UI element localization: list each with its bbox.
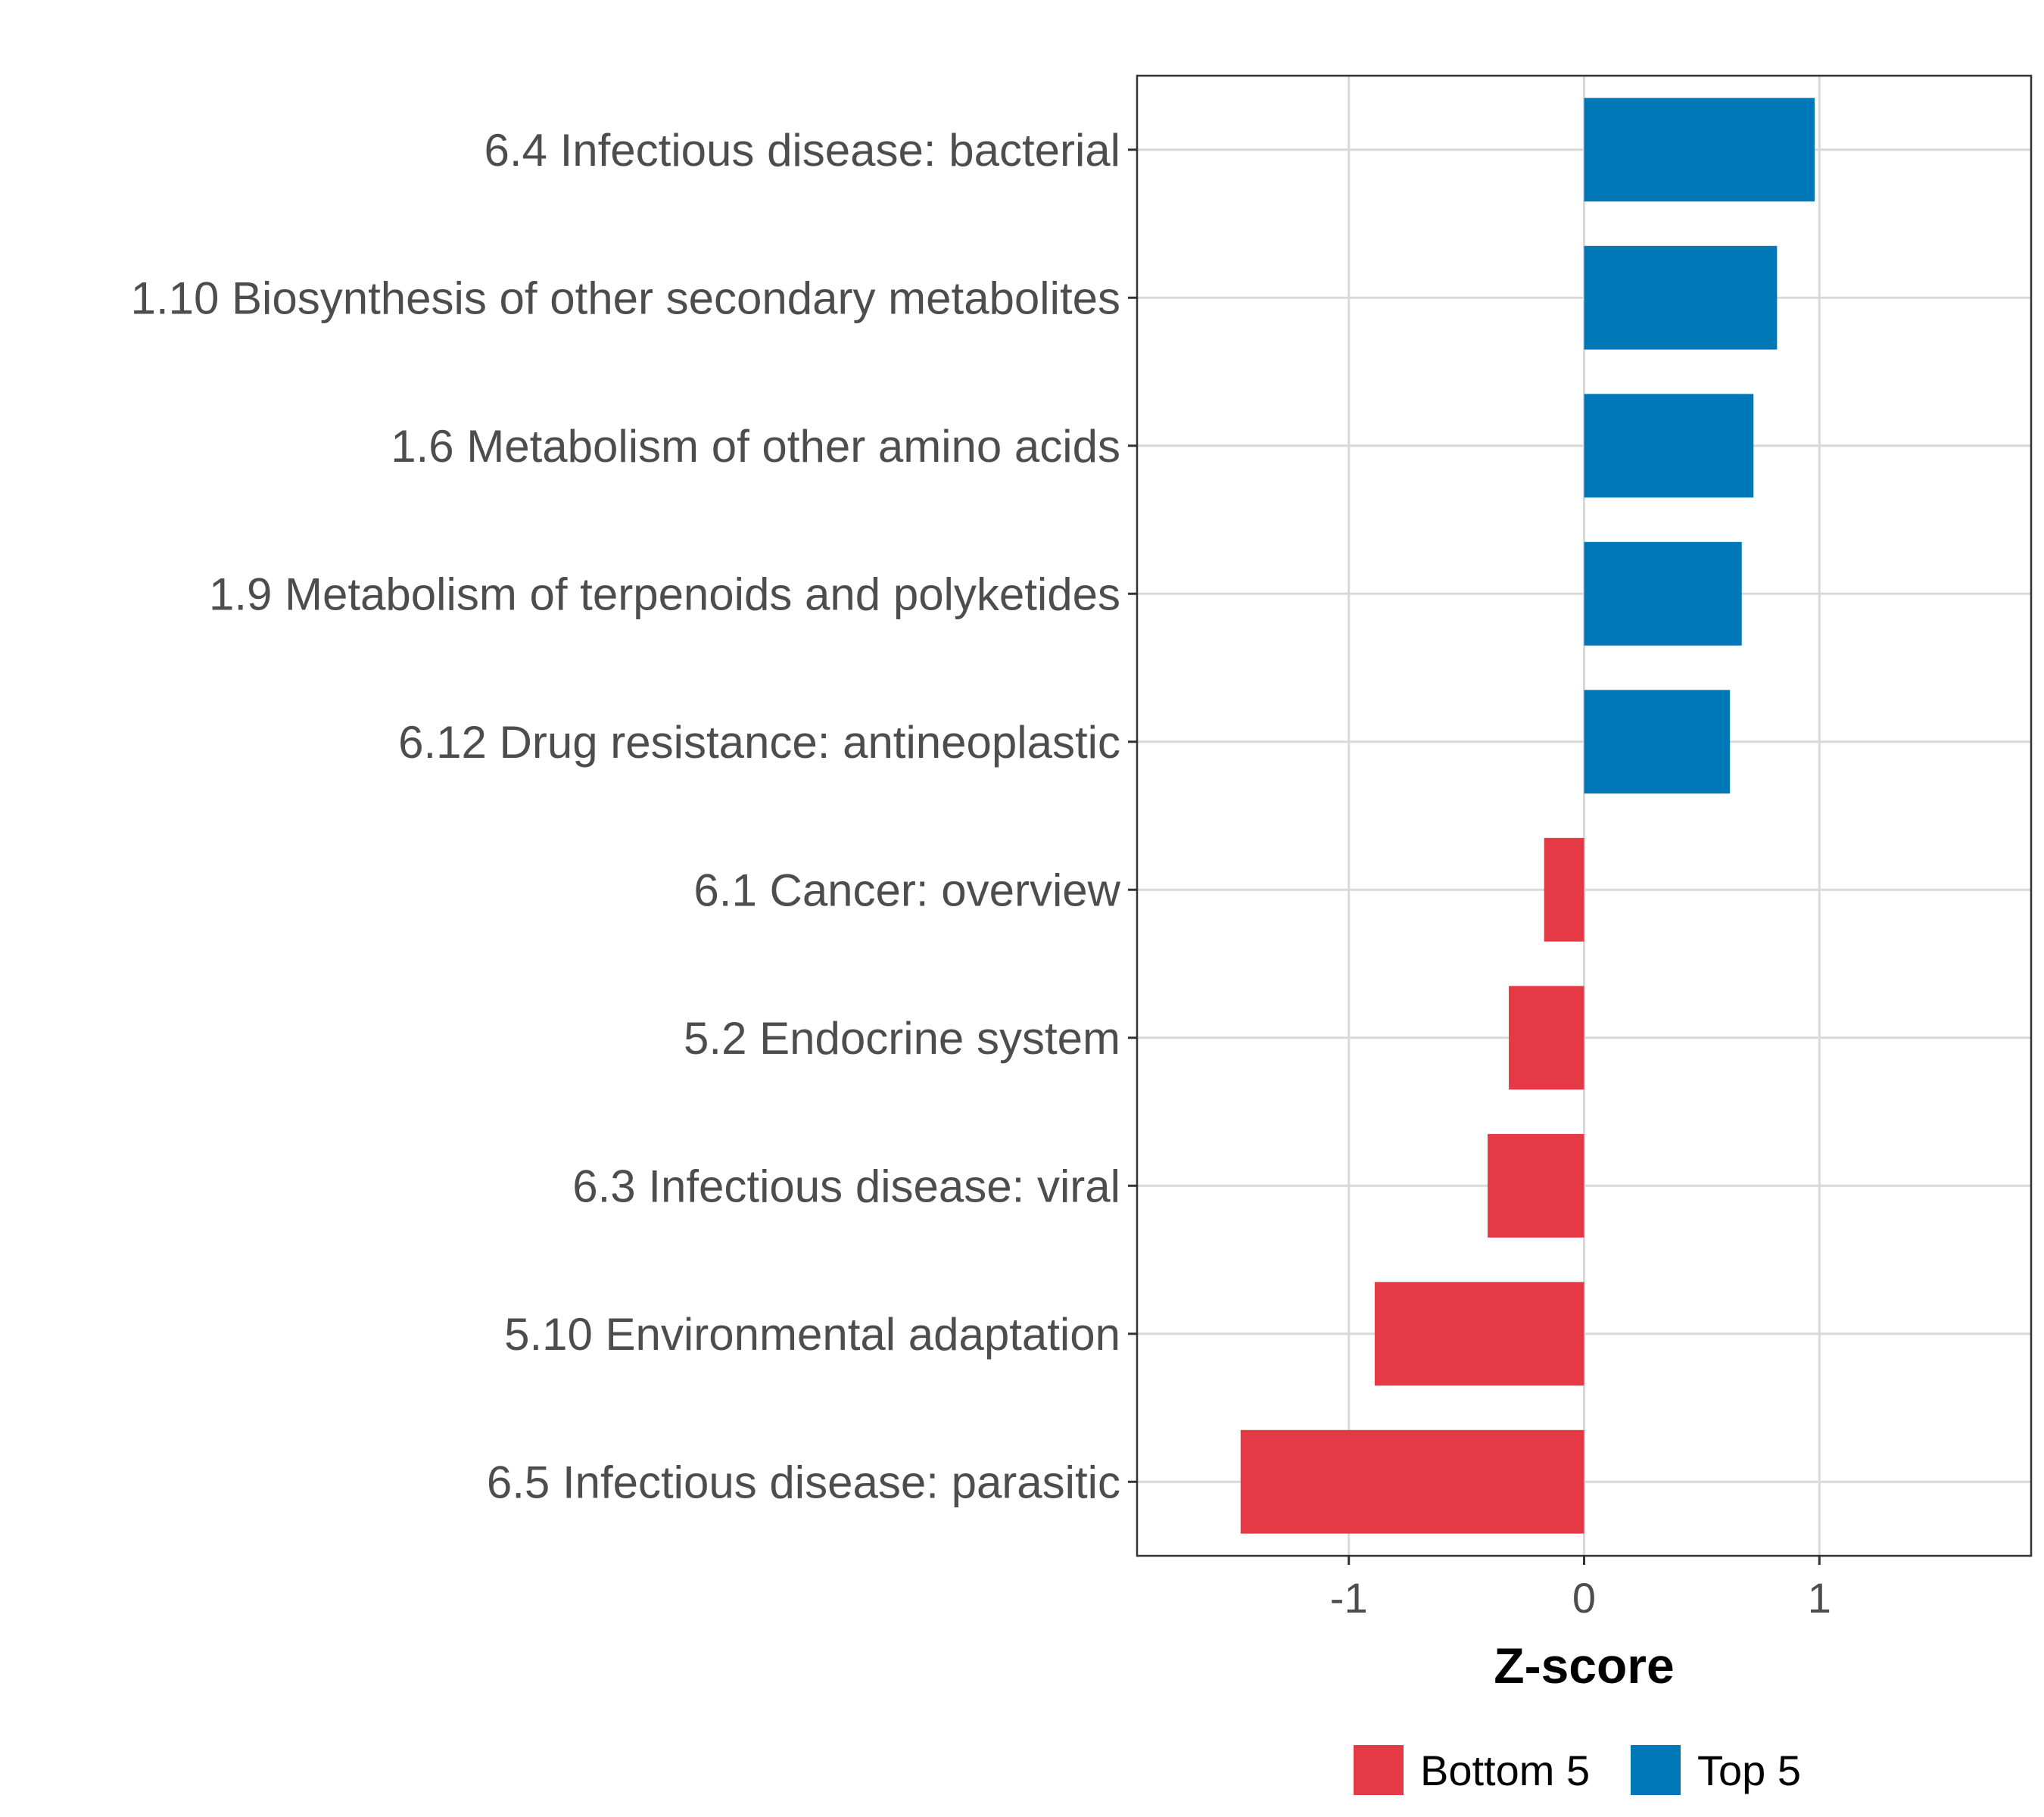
legend-key-bottom-5 [1354,1745,1404,1795]
bar-9 [1374,1282,1584,1386]
x-tick-label-2: 1 [1808,1574,1831,1622]
bar-1 [1584,98,1815,202]
bar-8 [1488,1133,1584,1238]
x-tick-label-1: 0 [1572,1574,1596,1622]
category-label-3: 1.6 Metabolism of other amino acids [391,421,1120,472]
legend-key-top-5 [1631,1745,1681,1795]
bar-2 [1584,245,1778,350]
category-label-4: 1.9 Metabolism of terpenoids and polyket… [209,569,1120,619]
category-label-6: 6.1 Cancer: overview [693,865,1120,915]
y-axis-ticks [1128,148,1137,1483]
bar-6 [1544,837,1584,942]
x-axis-labels: -1 0 1 [1330,1574,1831,1622]
x-tick-label-0: -1 [1330,1574,1368,1622]
category-label-2: 1.10 Biosynthesis of other secondary met… [131,273,1120,323]
legend: Bottom 5 Top 5 [1354,1745,1801,1795]
bar-10 [1240,1429,1584,1534]
bar-3 [1584,394,1754,498]
category-label-10: 6.5 Infectious disease: parasitic [487,1457,1120,1507]
category-label-9: 5.10 Environmental adaptation [504,1309,1120,1360]
category-label-5: 6.12 Drug resistance: antineoplastic [398,717,1120,768]
legend-label-top-5: Top 5 [1697,1747,1801,1794]
y-axis-labels: 6.4 Infectious disease: bacterial 1.10 Bi… [131,125,1121,1508]
x-axis-title: Z-score [1494,1638,1674,1694]
bar-5 [1584,690,1731,794]
category-label-7: 5.2 Endocrine system [684,1013,1120,1064]
bar-7 [1509,986,1584,1090]
category-label-1: 6.4 Infectious disease: bacterial [485,125,1121,176]
bars [1240,98,1815,1534]
bar-4 [1584,541,1742,646]
category-label-8: 6.3 Infectious disease: viral [572,1161,1120,1211]
x-axis-ticks [1348,1556,1821,1565]
legend-label-bottom-5: Bottom 5 [1420,1747,1590,1794]
